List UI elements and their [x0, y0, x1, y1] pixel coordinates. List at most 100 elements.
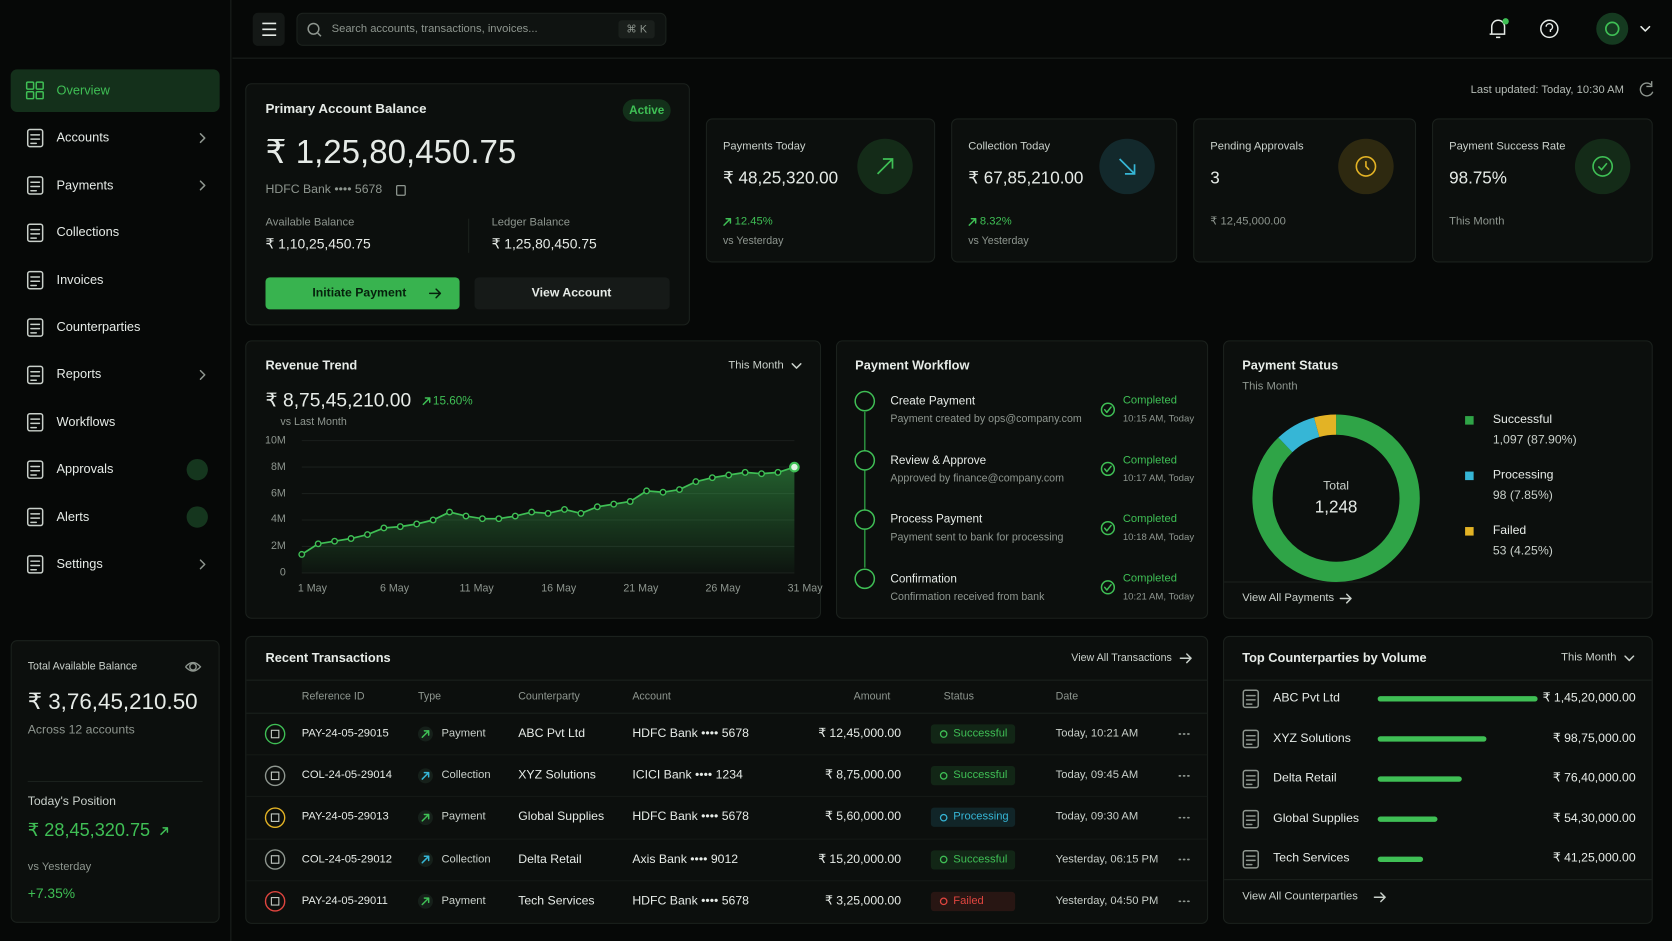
x-tick-label: 6 May: [380, 583, 410, 595]
column-header: Reference ID: [301, 690, 365, 703]
legend-value: 53 (4.25%): [1492, 544, 1553, 558]
text: ₹ 8,75,000.00: [825, 769, 902, 782]
text: 15.60%: [432, 394, 473, 408]
refresh-icon: [1639, 81, 1654, 97]
bar-label: ₹ 54,30,000.00: [1552, 812, 1636, 826]
search-box[interactable]: [296, 12, 667, 46]
text: ₹ 1,25,80,450.75: [491, 235, 597, 252]
legend-value: 98 (7.85%): [1492, 489, 1553, 503]
nav-item[interactable]: Reports: [56, 366, 102, 382]
text: 3: [1210, 169, 1220, 188]
text: Top Counterparties by Volume: [1242, 650, 1427, 666]
status-badge: [622, 99, 671, 122]
text: Process Payment: [890, 513, 983, 526]
text: Global Supplies: [1273, 812, 1360, 826]
column-header: Date: [1055, 690, 1079, 703]
y-tick-label: 0: [279, 567, 286, 579]
view-account-button[interactable]: [474, 277, 670, 310]
text: Confirmation: [890, 572, 957, 586]
text: Total Available Balance: [27, 660, 138, 673]
legend-label: Successful: [1492, 413, 1553, 427]
nav-item[interactable]: Collections: [56, 224, 120, 240]
text: Payment: [441, 894, 486, 907]
text[interactable]: View All Transactions: [1071, 652, 1172, 665]
text: Total: [1323, 479, 1350, 493]
text: Today, 09:30 AM: [1055, 810, 1139, 824]
search-placeholder[interactable]: Search accounts, transactions, invoices.…: [331, 22, 538, 36]
text: 4: [861, 571, 868, 585]
column-header: Status: [943, 690, 974, 703]
text[interactable]: This Month: [728, 358, 784, 372]
nav-item[interactable]: Approvals: [56, 461, 114, 477]
text: Failed: [953, 894, 984, 907]
text: 12.45%: [734, 214, 773, 228]
text: Ledger Balance: [491, 215, 571, 229]
nav-item[interactable]: Payments: [56, 177, 114, 193]
text: Completed: [1122, 571, 1177, 585]
shortcut-key: [618, 20, 655, 39]
menu-button[interactable]: [252, 12, 285, 46]
status-pill: [930, 766, 1016, 786]
text: ₹ 5,60,000.00: [825, 810, 902, 824]
text: PAY-24-05-29013: [301, 810, 389, 824]
text: ₹ 1,25,80,450.75: [265, 133, 517, 171]
y-tick-label: 4M: [270, 514, 286, 526]
row-divider: [246, 879, 1208, 882]
text: Pending Approvals: [1210, 140, 1304, 153]
text: Today, 09:45 AM: [1055, 768, 1139, 782]
divider: [27, 780, 203, 783]
text: Create Payment: [890, 394, 976, 408]
nav-item[interactable]: Overview: [56, 82, 110, 98]
text[interactable]: View All Payments: [1242, 591, 1335, 605]
nav-badge-count: 3: [193, 463, 201, 476]
status-pill: [930, 891, 1016, 911]
text: Available Balance: [265, 215, 355, 229]
divider: [246, 712, 1208, 714]
text: ₹ 28,45,320.75: [27, 820, 151, 841]
kpi-card: [705, 118, 936, 263]
text: HDFC Bank •••• 5678: [632, 727, 750, 741]
text: Primary Account Balance: [265, 101, 427, 117]
text: Global Supplies: [518, 810, 605, 824]
bar-label: ₹ 1,45,20,000.00: [1542, 692, 1636, 705]
nav-item[interactable]: Invoices: [56, 272, 104, 287]
nav-active-bg: [10, 69, 220, 113]
text: ₹ 15,20,000.00: [818, 852, 902, 866]
y-tick-label: 2M: [270, 540, 286, 553]
text: Today, 10:21 AM: [1055, 726, 1139, 740]
divider: [246, 679, 1208, 681]
divider: [1224, 679, 1652, 681]
column-header: Counterparty: [518, 690, 580, 703]
sidebar: [0, 0, 232, 941]
text: HDFC Bank •••• 5678: [265, 183, 383, 196]
bar-label: ₹ 76,40,000.00: [1552, 772, 1636, 786]
text: Payment: [441, 810, 486, 824]
text: Delta Retail: [518, 852, 582, 866]
text: +7.35%: [27, 885, 76, 902]
text: Payment Workflow: [855, 357, 970, 373]
row-divider: [246, 796, 1208, 798]
nav-item[interactable]: Workflows: [56, 414, 116, 430]
nav-badge-count: 7: [193, 510, 201, 524]
text: vs Yesterday: [27, 860, 92, 873]
nav-item[interactable]: Accounts: [56, 129, 110, 145]
text: vs Last Month: [280, 416, 347, 429]
nav-item[interactable]: Alerts: [56, 508, 90, 524]
legend-label: Failed: [1492, 524, 1527, 538]
x-tick-label: 16 May: [541, 583, 577, 595]
text: View Account: [531, 286, 612, 300]
text: Successful: [953, 852, 1008, 866]
nav-item[interactable]: Settings: [56, 556, 103, 572]
nav-item[interactable]: Counterparties: [56, 319, 141, 335]
text[interactable]: View All Counterparties: [1242, 890, 1358, 903]
text: Confirmation received from bank: [890, 591, 1045, 603]
transactions-card: [245, 635, 1209, 924]
text: XYZ Solutions: [1273, 732, 1351, 745]
text[interactable]: This Month: [1561, 651, 1617, 664]
y-tick-label: 8M: [270, 461, 286, 473]
text: Review & Approve: [890, 453, 987, 467]
x-tick-label: 1 May: [297, 583, 327, 595]
text: 10:18 AM, Today: [1122, 531, 1195, 543]
initiate-payment-button[interactable]: [265, 277, 460, 310]
column-header: Type: [417, 690, 442, 703]
